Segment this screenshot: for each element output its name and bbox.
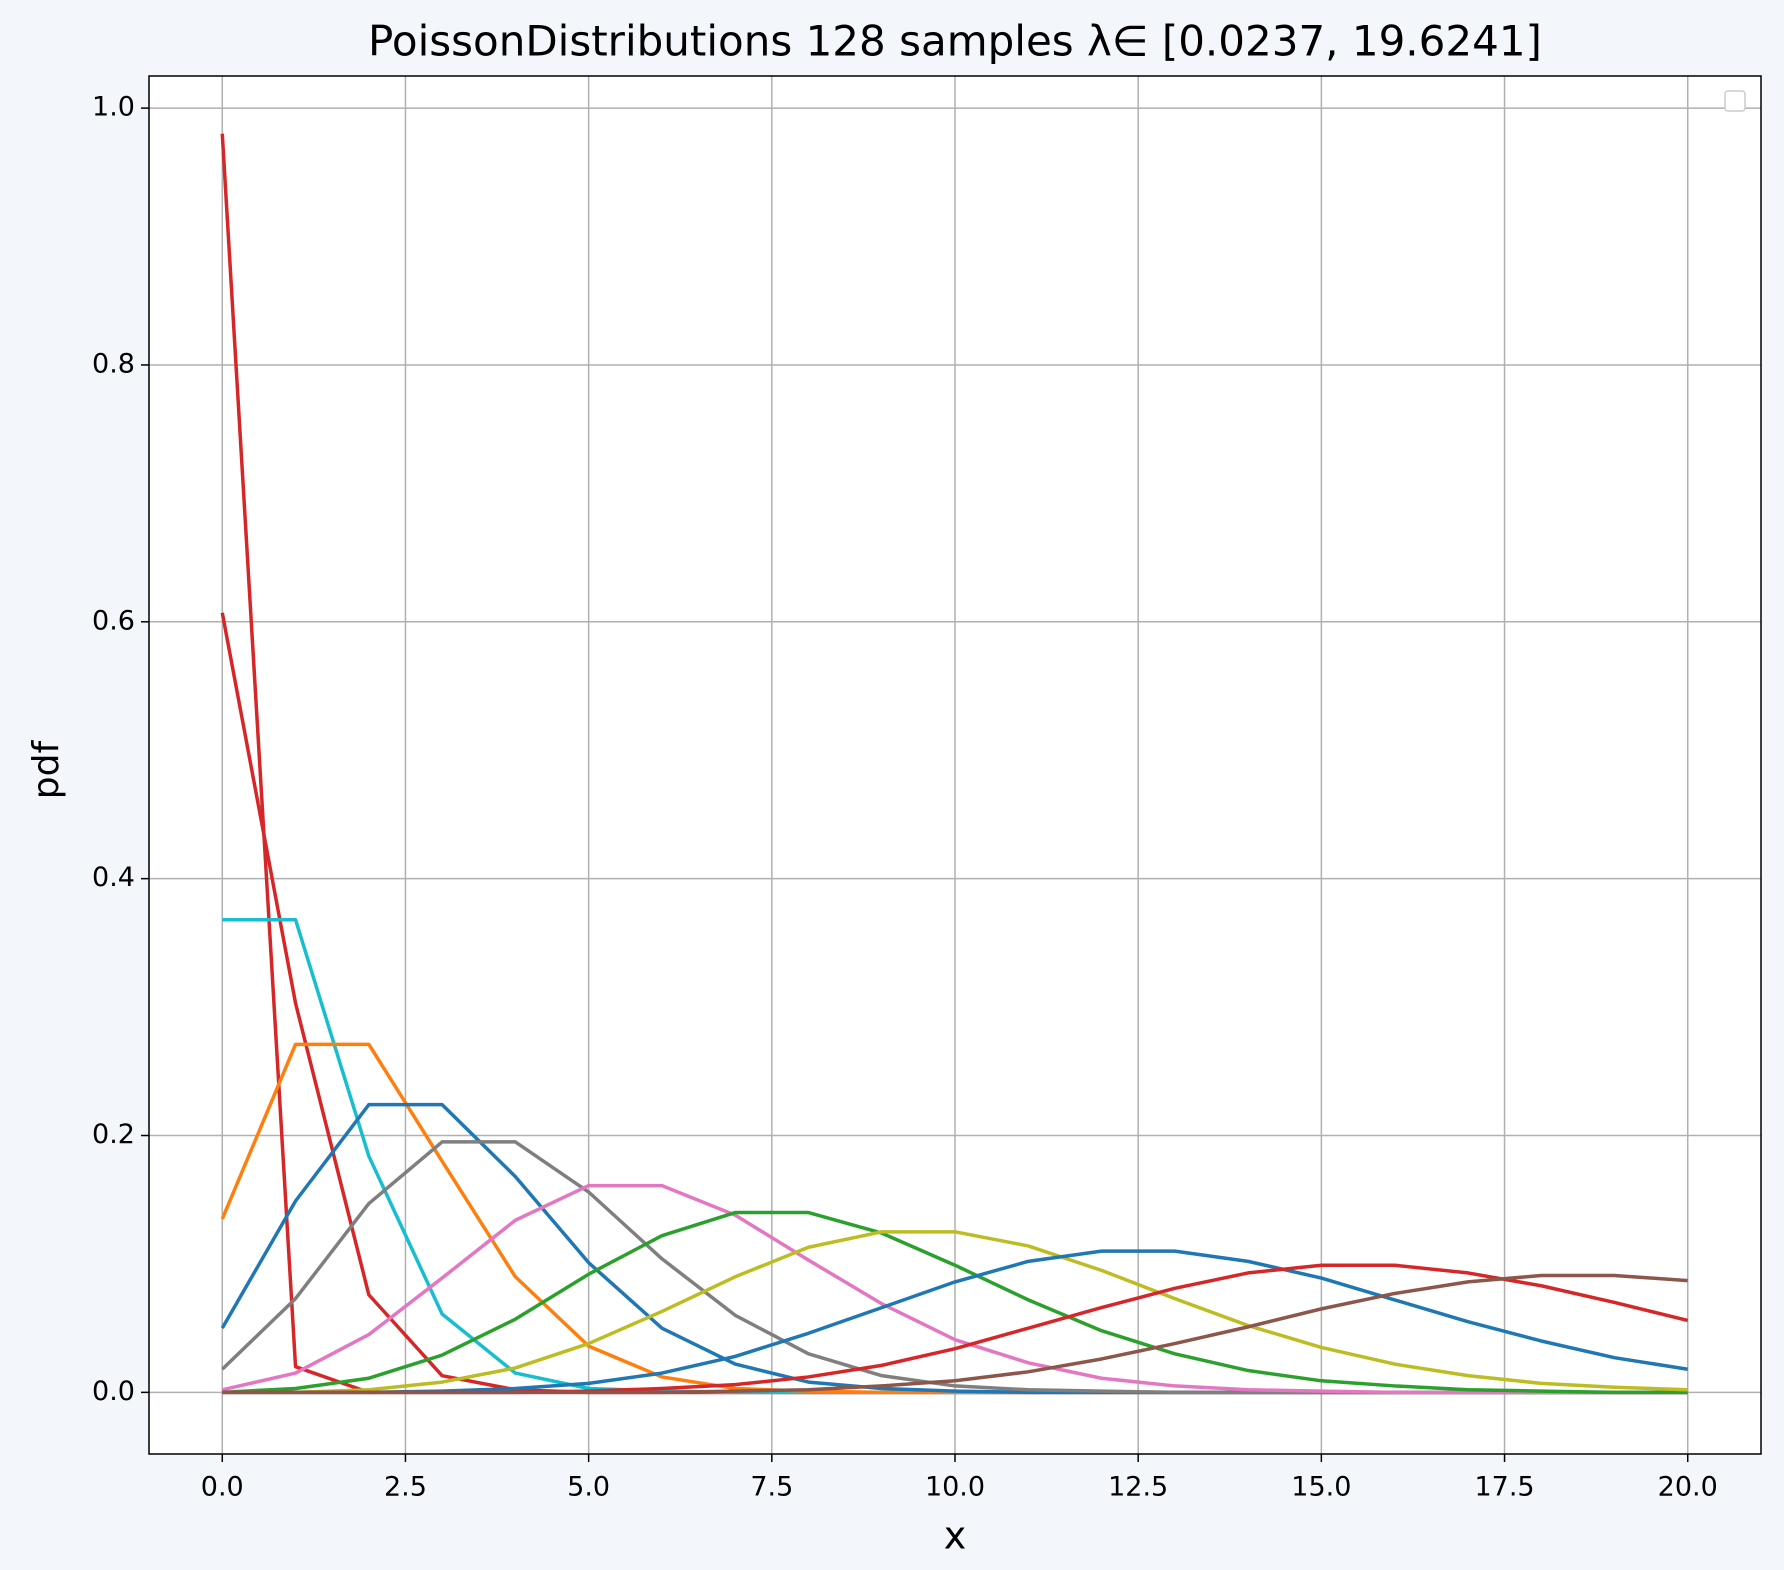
- x-tick-label: 15.0: [1291, 1472, 1351, 1503]
- lines: [220, 133, 1689, 1395]
- y-tick-label: 0.6: [92, 605, 135, 636]
- y-tick-label: 0.2: [92, 1119, 135, 1150]
- chart-title: PoissonDistributions 128 samples λ∈ [0.0…: [368, 17, 1542, 66]
- y-tick-label: 0.8: [92, 348, 135, 379]
- x-tick-label: 0.0: [201, 1472, 244, 1503]
- series-line: [222, 1273, 1688, 1395]
- y-tick-label: 1.0: [92, 92, 135, 123]
- x-tick-label: 7.5: [750, 1472, 793, 1503]
- series-line: [222, 1230, 1688, 1395]
- series-line: [222, 1249, 1689, 1395]
- ticks: 0.0 2.5 5.0 7.5 10.0 12.5 15.0 17.5 20.0 0.0 0.2 0.…: [92, 92, 1718, 1503]
- x-tick-label: 12.5: [1108, 1472, 1168, 1503]
- y-axis-label: pdf: [26, 739, 67, 799]
- y-tick-label: 0.0: [92, 1376, 135, 1407]
- x-tick-label: 10.0: [925, 1472, 985, 1503]
- series-line: [222, 1210, 1688, 1395]
- x-axis-label: x: [944, 1514, 967, 1558]
- series-line: [221, 1183, 1688, 1395]
- x-tick-label: 17.5: [1474, 1472, 1534, 1503]
- x-tick-label: 5.0: [567, 1472, 610, 1503]
- legend-box: [1724, 90, 1746, 112]
- y-tick-label: 0.4: [92, 862, 135, 893]
- x-tick-label: 20.0: [1658, 1472, 1718, 1503]
- x-tick-label: 2.5: [384, 1472, 427, 1503]
